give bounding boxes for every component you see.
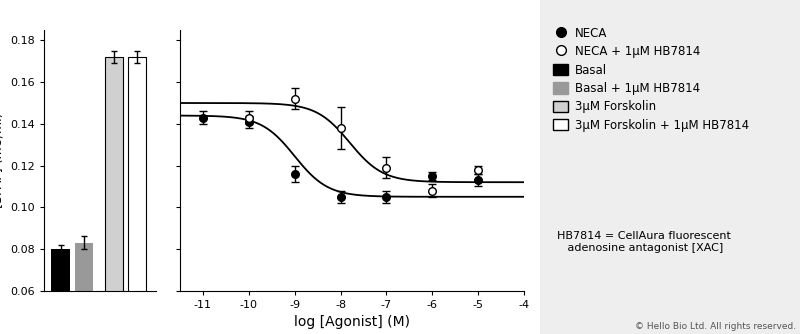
Text: © Hello Bio Ltd. All rights reserved.: © Hello Bio Ltd. All rights reserved.: [635, 322, 796, 331]
Bar: [51, 249, 70, 334]
Bar: [105, 57, 123, 334]
Bar: [128, 57, 146, 334]
Text: HB7814 = CellAura fluorescent
   adenosine antagonist [XAC]: HB7814 = CellAura fluorescent adenosine …: [557, 231, 730, 253]
Legend: NECA, NECA + 1μM HB7814, Basal, Basal + 1μM HB7814, 3μM Forskolin, 3μM Forskolin: NECA, NECA + 1μM HB7814, Basal, Basal + …: [550, 23, 752, 135]
X-axis label: log [Agonist] (M): log [Agonist] (M): [294, 315, 410, 329]
Y-axis label: [SPAP] (mU/ml): [SPAP] (mU/ml): [0, 113, 5, 208]
Bar: [74, 242, 93, 334]
